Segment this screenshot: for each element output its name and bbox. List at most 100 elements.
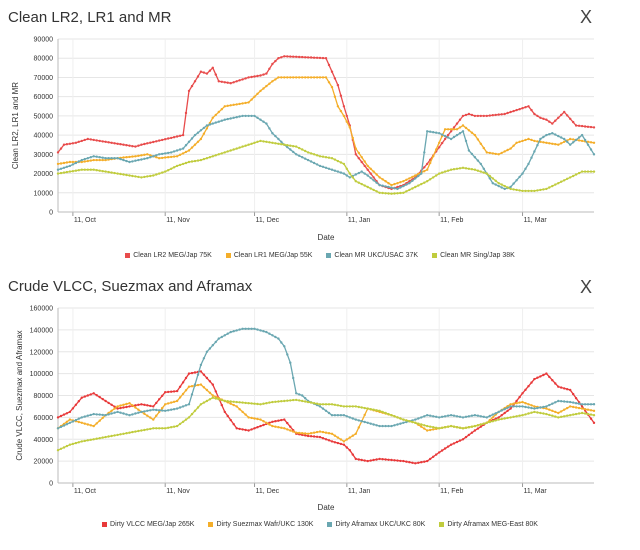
data-point xyxy=(202,373,206,376)
data-point xyxy=(217,120,220,123)
data-point xyxy=(259,424,262,428)
data-point xyxy=(375,458,378,461)
data-point xyxy=(134,406,137,409)
data-point xyxy=(274,142,277,145)
y-tick-label: 160000 xyxy=(30,306,53,313)
data-point xyxy=(366,185,369,189)
data-point xyxy=(461,427,465,430)
data-point xyxy=(333,169,337,172)
data-point xyxy=(375,173,378,176)
data-point xyxy=(113,157,116,160)
data-point xyxy=(187,160,191,164)
data-point xyxy=(339,442,343,446)
data-point xyxy=(271,80,274,83)
data-point xyxy=(390,186,393,189)
data-point xyxy=(536,189,539,192)
legend-item[interactable]: Dirty Aframax UKC/UKC 80K xyxy=(327,521,425,528)
legend-label: Dirty Suezmax Wafr/UKC 130K xyxy=(216,521,314,528)
data-point xyxy=(137,175,140,179)
data-point xyxy=(175,155,179,158)
data-point xyxy=(524,106,527,109)
data-point xyxy=(589,148,593,151)
data-point xyxy=(312,402,316,405)
data-point xyxy=(184,404,188,407)
data-point xyxy=(68,160,72,164)
data-point xyxy=(420,172,423,175)
data-point xyxy=(330,85,334,89)
legend-item[interactable]: Clean LR2 MEG/Jap 75K xyxy=(125,252,212,259)
close-button[interactable]: X xyxy=(579,277,592,297)
data-point xyxy=(503,150,506,153)
data-point xyxy=(318,430,322,433)
data-point xyxy=(354,153,357,156)
data-point xyxy=(470,152,474,156)
data-point xyxy=(336,414,340,417)
y-tick-label: 0 xyxy=(49,481,53,488)
data-point xyxy=(512,182,515,185)
data-point xyxy=(244,114,247,118)
data-point xyxy=(426,414,429,417)
data-point xyxy=(59,414,63,418)
legend-item[interactable]: Clean MR Sing/Jap 38K xyxy=(432,252,515,259)
data-point xyxy=(98,413,101,416)
data-point xyxy=(262,120,265,123)
data-point xyxy=(426,162,429,166)
data-point xyxy=(580,139,584,143)
data-point xyxy=(161,152,164,156)
legend-item[interactable]: Dirty VLCC MEG/Jap 265K xyxy=(102,521,194,528)
data-point xyxy=(309,401,313,404)
data-point xyxy=(327,411,331,415)
data-point xyxy=(149,154,152,157)
data-point xyxy=(149,409,152,412)
data-point xyxy=(354,418,357,421)
data-point xyxy=(387,424,390,428)
y-tick-label: 140000 xyxy=(30,327,53,334)
data-point xyxy=(289,55,292,58)
data-point xyxy=(80,416,84,419)
close-button[interactable]: X xyxy=(579,7,592,27)
data-point xyxy=(497,410,500,414)
data-point xyxy=(68,418,72,421)
data-point xyxy=(566,140,569,143)
data-point xyxy=(467,167,471,170)
data-point xyxy=(503,408,506,411)
data-point xyxy=(318,56,322,60)
data-point xyxy=(363,420,366,424)
data-point xyxy=(583,125,587,128)
data-point xyxy=(408,180,411,183)
data-point xyxy=(271,334,274,337)
data-point xyxy=(524,405,527,409)
data-point xyxy=(330,432,334,435)
data-point xyxy=(357,171,360,175)
data-point xyxy=(336,159,340,163)
data-point xyxy=(560,410,563,413)
data-point xyxy=(235,147,238,150)
data-point xyxy=(298,146,301,150)
data-point xyxy=(205,350,209,353)
data-point xyxy=(384,180,387,183)
data-point xyxy=(574,124,578,127)
data-point xyxy=(98,139,101,143)
data-point xyxy=(432,155,435,158)
legend-item[interactable]: Dirty Aframax MEG-East 80K xyxy=(439,521,538,528)
data-point xyxy=(411,179,414,182)
data-point xyxy=(59,167,63,170)
data-point xyxy=(295,392,298,395)
data-point xyxy=(533,407,536,410)
data-point xyxy=(420,461,423,464)
data-point xyxy=(217,153,220,156)
data-point xyxy=(369,408,372,411)
legend-item[interactable]: Clean MR UKC/USAC 37K xyxy=(326,252,418,259)
legend-item[interactable]: Dirty Suezmax Wafr/UKC 130K xyxy=(208,521,313,528)
data-point xyxy=(542,405,545,409)
data-point xyxy=(417,184,420,187)
data-point xyxy=(172,390,176,393)
data-point xyxy=(113,171,116,175)
data-point xyxy=(360,406,363,409)
data-point xyxy=(378,409,381,412)
data-point xyxy=(497,418,500,421)
legend-item[interactable]: Clean LR1 MEG/Jap 55K xyxy=(225,252,312,259)
data-point xyxy=(149,141,152,144)
data-point xyxy=(515,405,518,408)
data-point xyxy=(324,57,328,60)
